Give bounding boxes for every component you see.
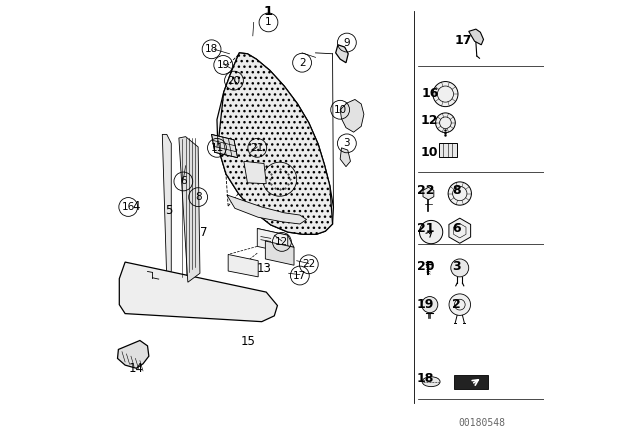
- Text: 18: 18: [417, 372, 434, 385]
- Polygon shape: [340, 99, 364, 132]
- Text: 4: 4: [132, 199, 140, 213]
- Text: 22: 22: [302, 259, 316, 269]
- Text: 12: 12: [421, 114, 438, 128]
- Text: 19: 19: [216, 60, 230, 70]
- Polygon shape: [119, 262, 278, 322]
- Polygon shape: [340, 148, 351, 167]
- Bar: [454, 375, 488, 389]
- Polygon shape: [212, 134, 237, 158]
- Text: 18: 18: [205, 44, 218, 54]
- Text: 2: 2: [299, 58, 305, 68]
- Text: 6: 6: [452, 222, 461, 235]
- Text: 21: 21: [417, 222, 434, 235]
- Polygon shape: [468, 29, 484, 45]
- Text: 20: 20: [417, 260, 434, 273]
- Text: 6: 6: [180, 177, 187, 186]
- Text: 3: 3: [344, 138, 350, 148]
- Text: 1: 1: [265, 4, 272, 18]
- Polygon shape: [118, 340, 149, 368]
- Circle shape: [448, 182, 472, 205]
- Text: 19: 19: [417, 298, 434, 311]
- Polygon shape: [163, 134, 172, 280]
- Text: 7: 7: [200, 226, 207, 240]
- Polygon shape: [336, 45, 348, 63]
- Polygon shape: [227, 195, 307, 224]
- Text: 13: 13: [257, 262, 271, 276]
- Text: 3: 3: [452, 260, 461, 273]
- Text: 11: 11: [211, 143, 223, 153]
- FancyBboxPatch shape: [439, 143, 457, 157]
- Text: 20: 20: [227, 76, 241, 86]
- Text: 1: 1: [265, 17, 272, 27]
- Text: 17: 17: [293, 271, 307, 280]
- Polygon shape: [179, 137, 200, 282]
- Circle shape: [433, 82, 458, 107]
- Text: 22: 22: [417, 184, 434, 197]
- Text: 9: 9: [344, 38, 350, 47]
- Text: 14: 14: [129, 362, 144, 375]
- Text: 00180548: 00180548: [459, 418, 506, 428]
- Circle shape: [436, 113, 455, 133]
- Polygon shape: [257, 228, 294, 247]
- Text: 8: 8: [452, 184, 461, 197]
- Polygon shape: [266, 241, 294, 265]
- Ellipse shape: [422, 377, 440, 387]
- Text: 12: 12: [275, 237, 289, 247]
- Text: 5: 5: [165, 204, 173, 217]
- Text: 10: 10: [421, 146, 438, 159]
- Text: 16: 16: [421, 86, 438, 100]
- Text: 16: 16: [122, 202, 135, 212]
- Polygon shape: [228, 254, 258, 277]
- Circle shape: [419, 220, 443, 244]
- Text: 21: 21: [251, 143, 264, 153]
- Circle shape: [422, 297, 438, 313]
- Circle shape: [449, 294, 470, 315]
- Polygon shape: [244, 161, 266, 184]
- Circle shape: [451, 259, 468, 277]
- Text: 15: 15: [241, 335, 256, 348]
- Polygon shape: [218, 53, 333, 234]
- Polygon shape: [257, 228, 288, 253]
- Text: 2: 2: [452, 298, 461, 311]
- Text: 17: 17: [454, 34, 472, 47]
- Text: 1: 1: [264, 4, 273, 18]
- Text: 8: 8: [195, 192, 202, 202]
- Polygon shape: [217, 53, 333, 234]
- Text: 10: 10: [333, 105, 347, 115]
